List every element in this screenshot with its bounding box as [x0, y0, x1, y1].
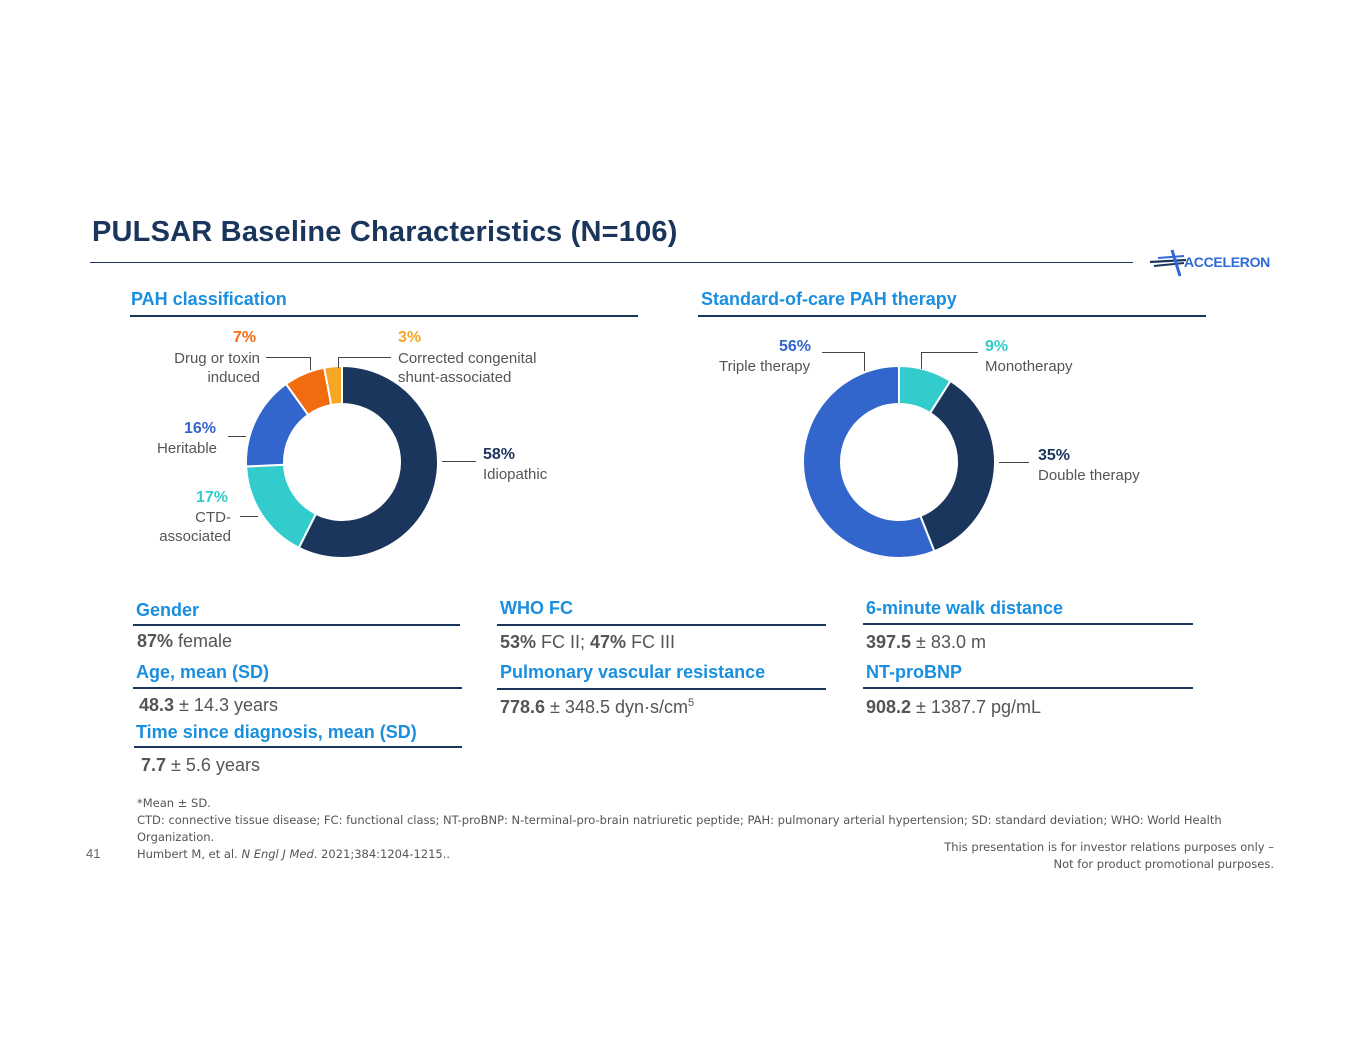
label-pct-idiopathic: 58% [483, 446, 516, 463]
label-double: Double therapy [1038, 467, 1140, 484]
logo-mark-icon [1149, 249, 1187, 277]
walk-value: 397.5 ± 83.0 m [866, 632, 986, 653]
disclaimer-line1: This presentation is for investor relati… [944, 840, 1274, 854]
who-fc-heading: WHO FC [500, 598, 573, 618]
pvr-value: 778.6 ± 348.5 dyn·s/cm5 [500, 697, 694, 718]
walk-distance-heading: 6-minute walk distance [866, 598, 1064, 618]
slice-corrected-congenital-shunt-associated [323, 364, 343, 407]
soc-therapy-title: Standard-of-care PAH therapy [701, 289, 957, 309]
slice-ctd-associated [245, 463, 318, 550]
time-since-diagnosis-heading: Time since diagnosis, mean (SD) [136, 722, 417, 742]
gender-bold: 87% [137, 631, 174, 651]
footnotes: *Mean ± SD. CTD: connective tissue disea… [137, 795, 1287, 863]
walk-rule [863, 623, 1193, 625]
label-pct-ctd: 17% [196, 489, 229, 506]
label-shunt: Corrected congenital shunt-associated [398, 349, 536, 387]
label-drug-line1: Drug or toxin [174, 350, 260, 367]
gender-rule [133, 624, 460, 626]
page-number: 41 [86, 846, 101, 861]
age-bold: 48.3 [139, 695, 175, 715]
who-rule [497, 624, 826, 626]
label-ctd-line2: associated [159, 528, 231, 545]
pvr-bold: 778.6 [500, 697, 546, 717]
label-pct-double: 35% [1038, 447, 1071, 464]
who-bold1: 53% [500, 632, 537, 652]
leader-double [999, 462, 1029, 463]
page-title: PULSAR Baseline Characteristics (N=106) [92, 216, 678, 248]
who-rest: FC III [626, 632, 676, 652]
label-shunt-line2: shunt-associated [398, 369, 512, 386]
soc-title-rule [698, 315, 1206, 317]
pah-classification-donut [245, 364, 439, 559]
acceleron-logo: ACCELERON [1148, 246, 1280, 278]
label-pct-drug: 7% [233, 329, 257, 346]
footnote-reference: Humbert M, et al. N Engl J Med. 2021;384… [137, 846, 1287, 863]
soc-therapy-donut [802, 364, 996, 559]
title-divider [90, 262, 1133, 263]
footnote-abbreviations: CTD: connective tissue disease; FC: func… [137, 813, 1222, 844]
slice-triple-therapy [802, 364, 936, 559]
ntprobnp-value: 908.2 ± 1387.7 pg/mL [866, 697, 1041, 718]
ntprobnp-rule [863, 687, 1193, 689]
label-pct-mono: 9% [985, 338, 1009, 355]
pah-classification-title: PAH classification [131, 289, 287, 309]
ntprobnp-rest: ± 1387.7 pg/mL [911, 697, 1042, 717]
slice-double-therapy [919, 379, 996, 553]
who-fc-value: 53% FC II; 47% FC III [500, 632, 675, 653]
logo-text: ACCELERON [1184, 254, 1270, 270]
reference-citation: . 2021;384:1204-1215.. [313, 847, 451, 861]
leader-idiopathic [442, 461, 476, 462]
age-rule [133, 687, 462, 689]
label-pct-heritable: 16% [184, 420, 217, 437]
label-pct-shunt: 3% [398, 329, 422, 346]
age-value: 48.3 ± 14.3 years [139, 695, 278, 716]
leader-shunt [338, 357, 391, 368]
gender-rest: female [173, 631, 233, 651]
pah-title-rule [130, 315, 638, 317]
time-rule [134, 746, 462, 748]
label-ctd-line1: CTD- [195, 509, 231, 526]
pvr-heading: Pulmonary vascular resistance [500, 662, 766, 682]
slice-idiopathic [297, 364, 439, 559]
walk-rest: ± 83.0 m [911, 632, 986, 652]
walk-bold: 397.5 [866, 632, 912, 652]
pvr-sup: 5 [687, 697, 695, 709]
label-drug-line2: induced [207, 369, 260, 386]
leader-mono [921, 352, 978, 369]
label-drug: Drug or toxin induced [120, 349, 260, 387]
label-idiopathic: Idiopathic [483, 466, 548, 483]
pvr-rule [497, 688, 826, 690]
disclaimer-line2: Not for product promotional purposes. [1053, 857, 1275, 871]
label-heritable: Heritable [157, 440, 218, 457]
leader-drug [266, 357, 311, 370]
leader-heritable [228, 436, 246, 437]
gender-value: 87% female [137, 631, 232, 652]
ntprobnp-bold: 908.2 [866, 697, 912, 717]
gender-heading: Gender [136, 600, 200, 620]
label-pct-triple: 56% [779, 338, 812, 355]
who-bold2: 47% [590, 632, 627, 652]
age-rest: ± 14.3 years [174, 695, 278, 715]
reference-journal: N Engl J Med [241, 847, 314, 861]
time-bold: 7.7 [141, 755, 167, 775]
disclaimer: This presentation is for investor relati… [944, 839, 1274, 873]
label-ctd: CTD- associated [120, 508, 231, 546]
label-shunt-line1: Corrected congenital [398, 350, 537, 367]
leader-triple [822, 352, 865, 371]
pvr-rest: ± 348.5 dyn·s/cm [545, 697, 688, 717]
time-value: 7.7 ± 5.6 years [141, 755, 260, 776]
label-triple: Triple therapy [719, 358, 811, 375]
label-mono: Monotherapy [985, 358, 1073, 375]
who-mid: FC II; [536, 632, 591, 652]
time-rest: ± 5.6 years [166, 755, 260, 775]
leader-ctd [240, 516, 258, 517]
age-heading: Age, mean (SD) [136, 662, 270, 682]
reference-authors: Humbert M, et al. [137, 847, 242, 861]
ntprobnp-heading: NT-proBNP [866, 662, 962, 682]
footnote-mean: *Mean ± SD. [137, 796, 211, 810]
